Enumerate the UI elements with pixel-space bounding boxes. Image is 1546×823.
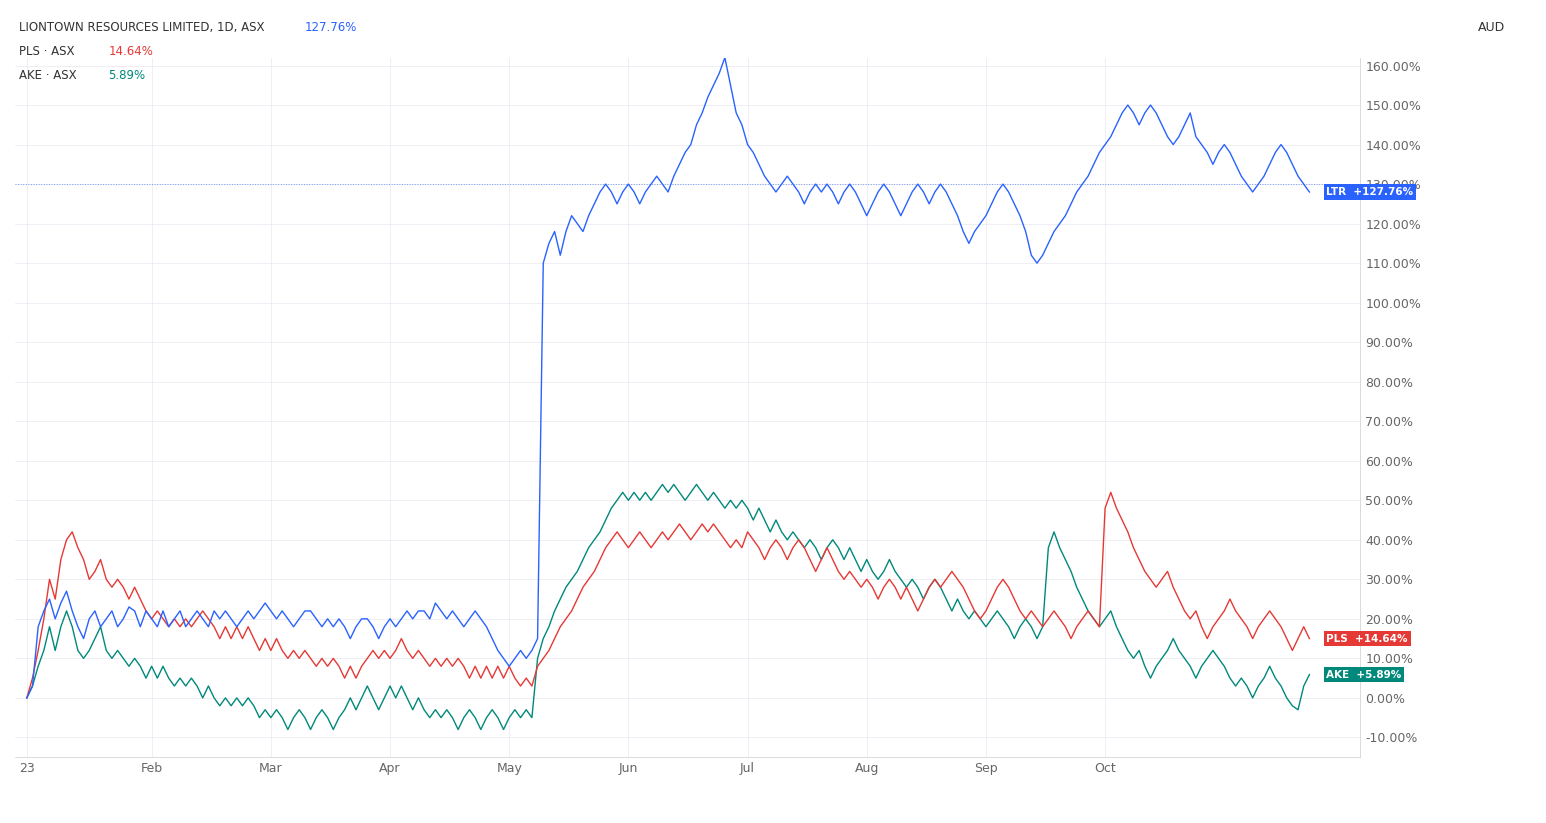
Text: LIONTOWN RESOURCES LIMITED, 1D, ASX: LIONTOWN RESOURCES LIMITED, 1D, ASX <box>19 21 264 34</box>
Text: AKE  +5.89%: AKE +5.89% <box>1326 670 1402 680</box>
Text: LTR  +127.76%: LTR +127.76% <box>1326 187 1413 197</box>
Text: 5.89%: 5.89% <box>108 69 145 82</box>
Text: 14.64%: 14.64% <box>108 45 153 58</box>
Text: PLS · ASX: PLS · ASX <box>19 45 74 58</box>
Text: AKE · ASX: AKE · ASX <box>19 69 76 82</box>
Text: 127.76%: 127.76% <box>305 21 357 34</box>
Text: AUD: AUD <box>1478 21 1506 34</box>
Text: PLS  +14.64%: PLS +14.64% <box>1326 634 1408 644</box>
